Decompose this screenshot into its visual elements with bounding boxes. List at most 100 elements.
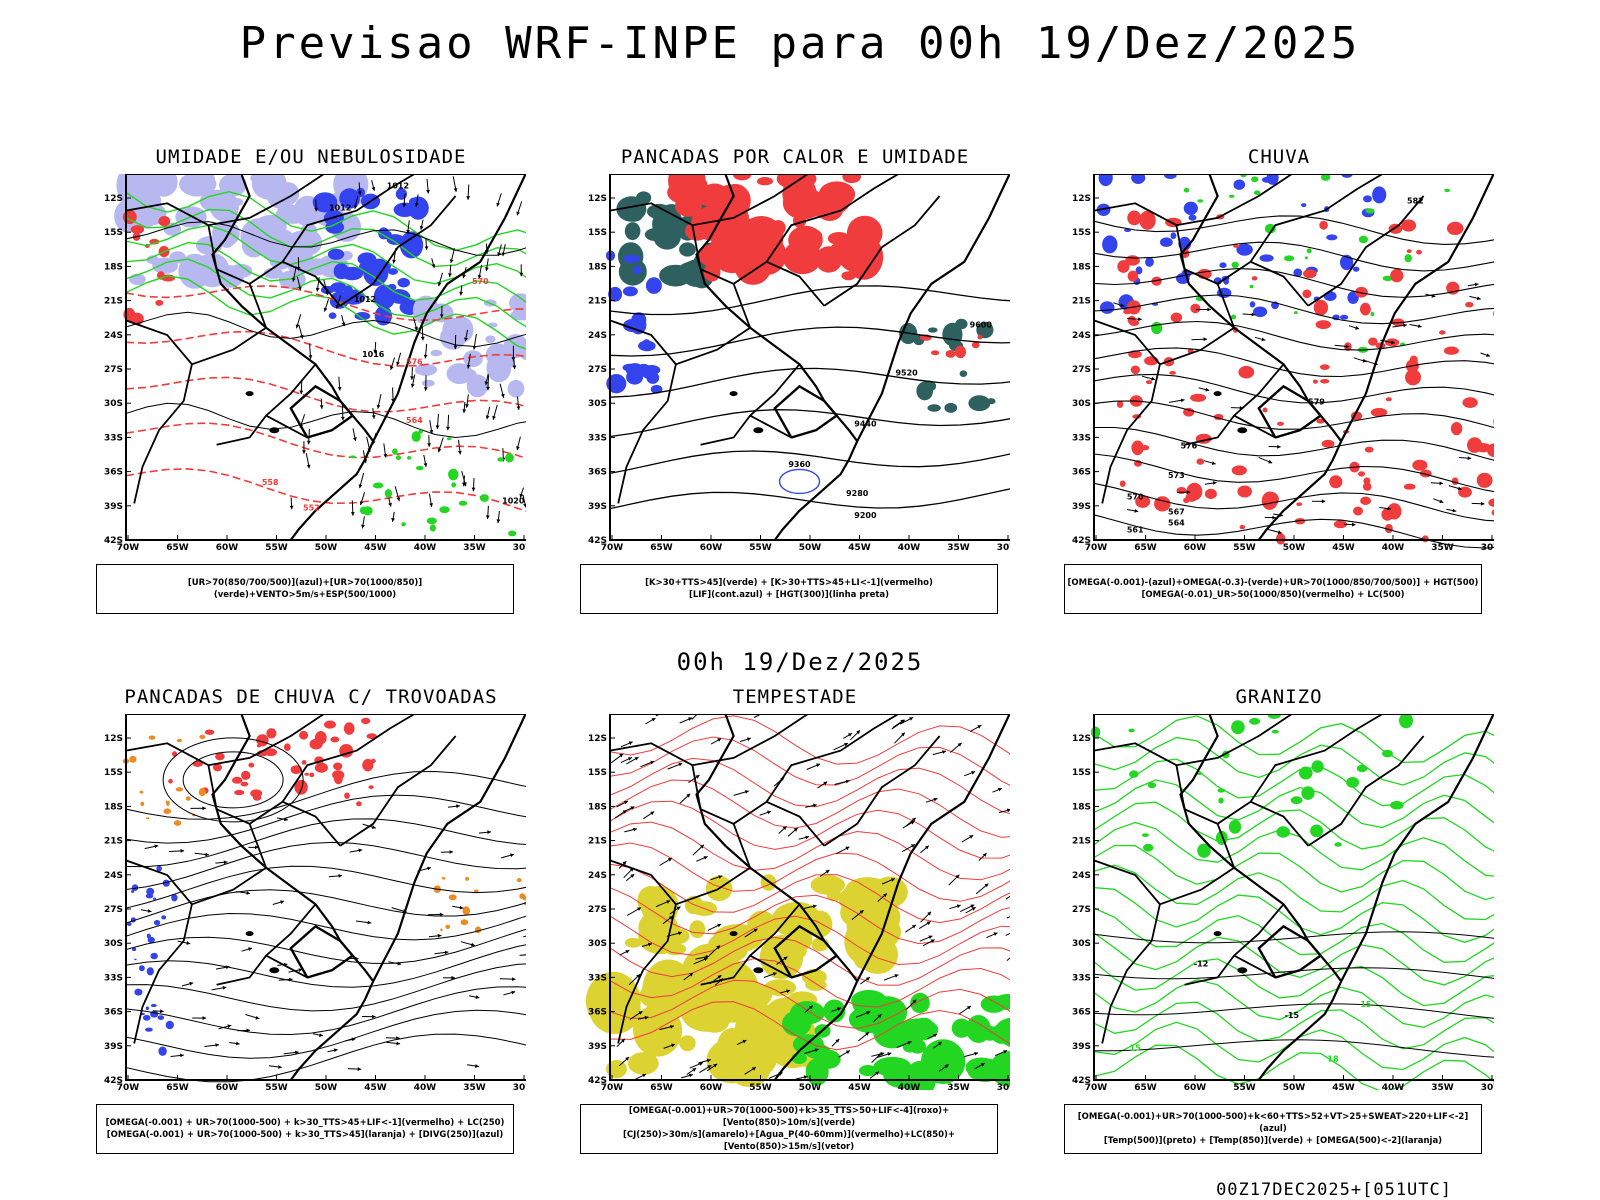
thickness-area — [158, 216, 171, 227]
k-index-area — [928, 327, 938, 333]
lon-label: 35W — [463, 1083, 486, 1090]
wind-vector — [414, 203, 419, 207]
lon-label: 50W — [799, 543, 822, 550]
lat-label: 33S — [588, 973, 607, 983]
humidity-area-green — [505, 453, 514, 463]
flow-arrow — [451, 975, 455, 980]
divergence-area — [162, 879, 170, 887]
flow-arrow — [449, 850, 454, 854]
wind-vector — [630, 806, 635, 810]
rain-area-red — [1196, 458, 1205, 465]
instability-area — [732, 174, 752, 181]
legend-line: [UR>70(850/700/500)](azul)+[UR>70(1000/8… — [187, 578, 423, 600]
country-border — [609, 319, 677, 504]
panel-title: CHUVA — [1247, 146, 1311, 168]
wind-vector — [621, 1038, 625, 1043]
rain-area-red — [1302, 289, 1312, 299]
omega-area-blue — [1301, 203, 1307, 208]
flow-arrow — [1345, 344, 1350, 349]
omega-area-blue — [1249, 301, 1256, 308]
humidity-area-light — [121, 179, 134, 188]
flow-arrow — [1480, 501, 1485, 506]
humidity-area-green — [392, 448, 398, 455]
wind-vector — [516, 406, 521, 410]
jet-area — [679, 1035, 696, 1052]
border-uruguay — [773, 384, 839, 439]
wind-vector — [462, 409, 467, 413]
lat-label: 15S — [1072, 228, 1091, 238]
instability-area — [930, 350, 940, 356]
flow-arrow — [338, 874, 343, 878]
contour-label: 570 — [1127, 493, 1144, 502]
humidity-contour — [125, 258, 526, 328]
wind-vector — [678, 931, 682, 936]
lat-label: 39S — [1072, 1042, 1091, 1052]
coastline — [211, 174, 526, 444]
wind-vector — [291, 277, 296, 282]
rain-area-red — [1296, 502, 1303, 507]
lat-label: 30S — [1072, 399, 1091, 409]
wind-vector — [453, 188, 458, 192]
divergence-area — [126, 922, 132, 926]
rain-area-red — [1381, 508, 1394, 521]
coastline-south — [1257, 440, 1343, 541]
omega-area-blue — [1259, 254, 1274, 262]
lon-label: 70W — [117, 543, 140, 550]
temp850-area — [1301, 786, 1315, 800]
omega-area-blue — [1323, 291, 1337, 302]
lon-label: 30W — [513, 1083, 526, 1090]
rain-area-red — [1131, 440, 1144, 456]
lon-label: 70W — [601, 1083, 624, 1090]
contour-label: 1016 — [362, 350, 385, 359]
lat-label: 24S — [1072, 331, 1091, 341]
height-contour — [1094, 426, 1494, 461]
flow-arrow — [371, 825, 376, 829]
thunder-area-orange — [140, 801, 145, 806]
rain-area-red — [1313, 299, 1329, 316]
rain-area-red — [1261, 491, 1278, 510]
instability-area — [815, 246, 843, 273]
thunder-area-orange — [139, 790, 144, 794]
height-contour — [609, 450, 1010, 475]
wind-vector — [630, 874, 635, 878]
jet-area — [627, 1052, 659, 1075]
wind-vector — [424, 246, 429, 250]
instability-area — [804, 203, 825, 217]
wind-vector — [713, 1063, 718, 1068]
lat-label: 27S — [1072, 905, 1091, 915]
flow-arrow — [459, 905, 464, 910]
wind-vector — [942, 750, 946, 754]
temp500-contour — [1094, 1039, 1494, 1058]
wind-vector — [396, 361, 400, 366]
thunder-area-red — [333, 762, 343, 771]
wind-vector — [1006, 957, 1010, 961]
rain-area-red — [1319, 220, 1328, 230]
country-border — [691, 225, 825, 307]
streamline — [125, 1009, 526, 1059]
country-border — [1249, 174, 1383, 263]
country-border — [207, 225, 341, 307]
temp850-area — [1346, 777, 1360, 788]
wind-area — [805, 1058, 829, 1086]
omega-area-blue — [1326, 234, 1338, 241]
humidity-contour — [125, 241, 526, 303]
legend-line: [OMEGA(-0.001) + UR>70(1000-500) + k>30_… — [106, 1130, 504, 1140]
thickness-contour — [125, 285, 526, 322]
thunder-area-red — [343, 722, 355, 735]
lon-label: 55W — [749, 1083, 772, 1090]
wind-area — [915, 1017, 933, 1032]
thunder-area-orange — [440, 928, 443, 932]
humidity-area-green — [350, 455, 356, 459]
wind-vector — [846, 1050, 850, 1054]
height-contour — [1093, 373, 1494, 404]
lon-label: 70W — [1085, 543, 1108, 550]
wind-vector — [911, 844, 915, 848]
coastline-south — [773, 980, 859, 1081]
wind-vector — [717, 975, 722, 979]
border-uruguay — [289, 384, 355, 439]
lat-label: 39S — [104, 502, 123, 512]
lat-label: 24S — [1072, 871, 1091, 881]
humidity-area-light — [157, 174, 176, 184]
wind-vector — [825, 870, 830, 874]
flow-arrow — [319, 1033, 323, 1037]
